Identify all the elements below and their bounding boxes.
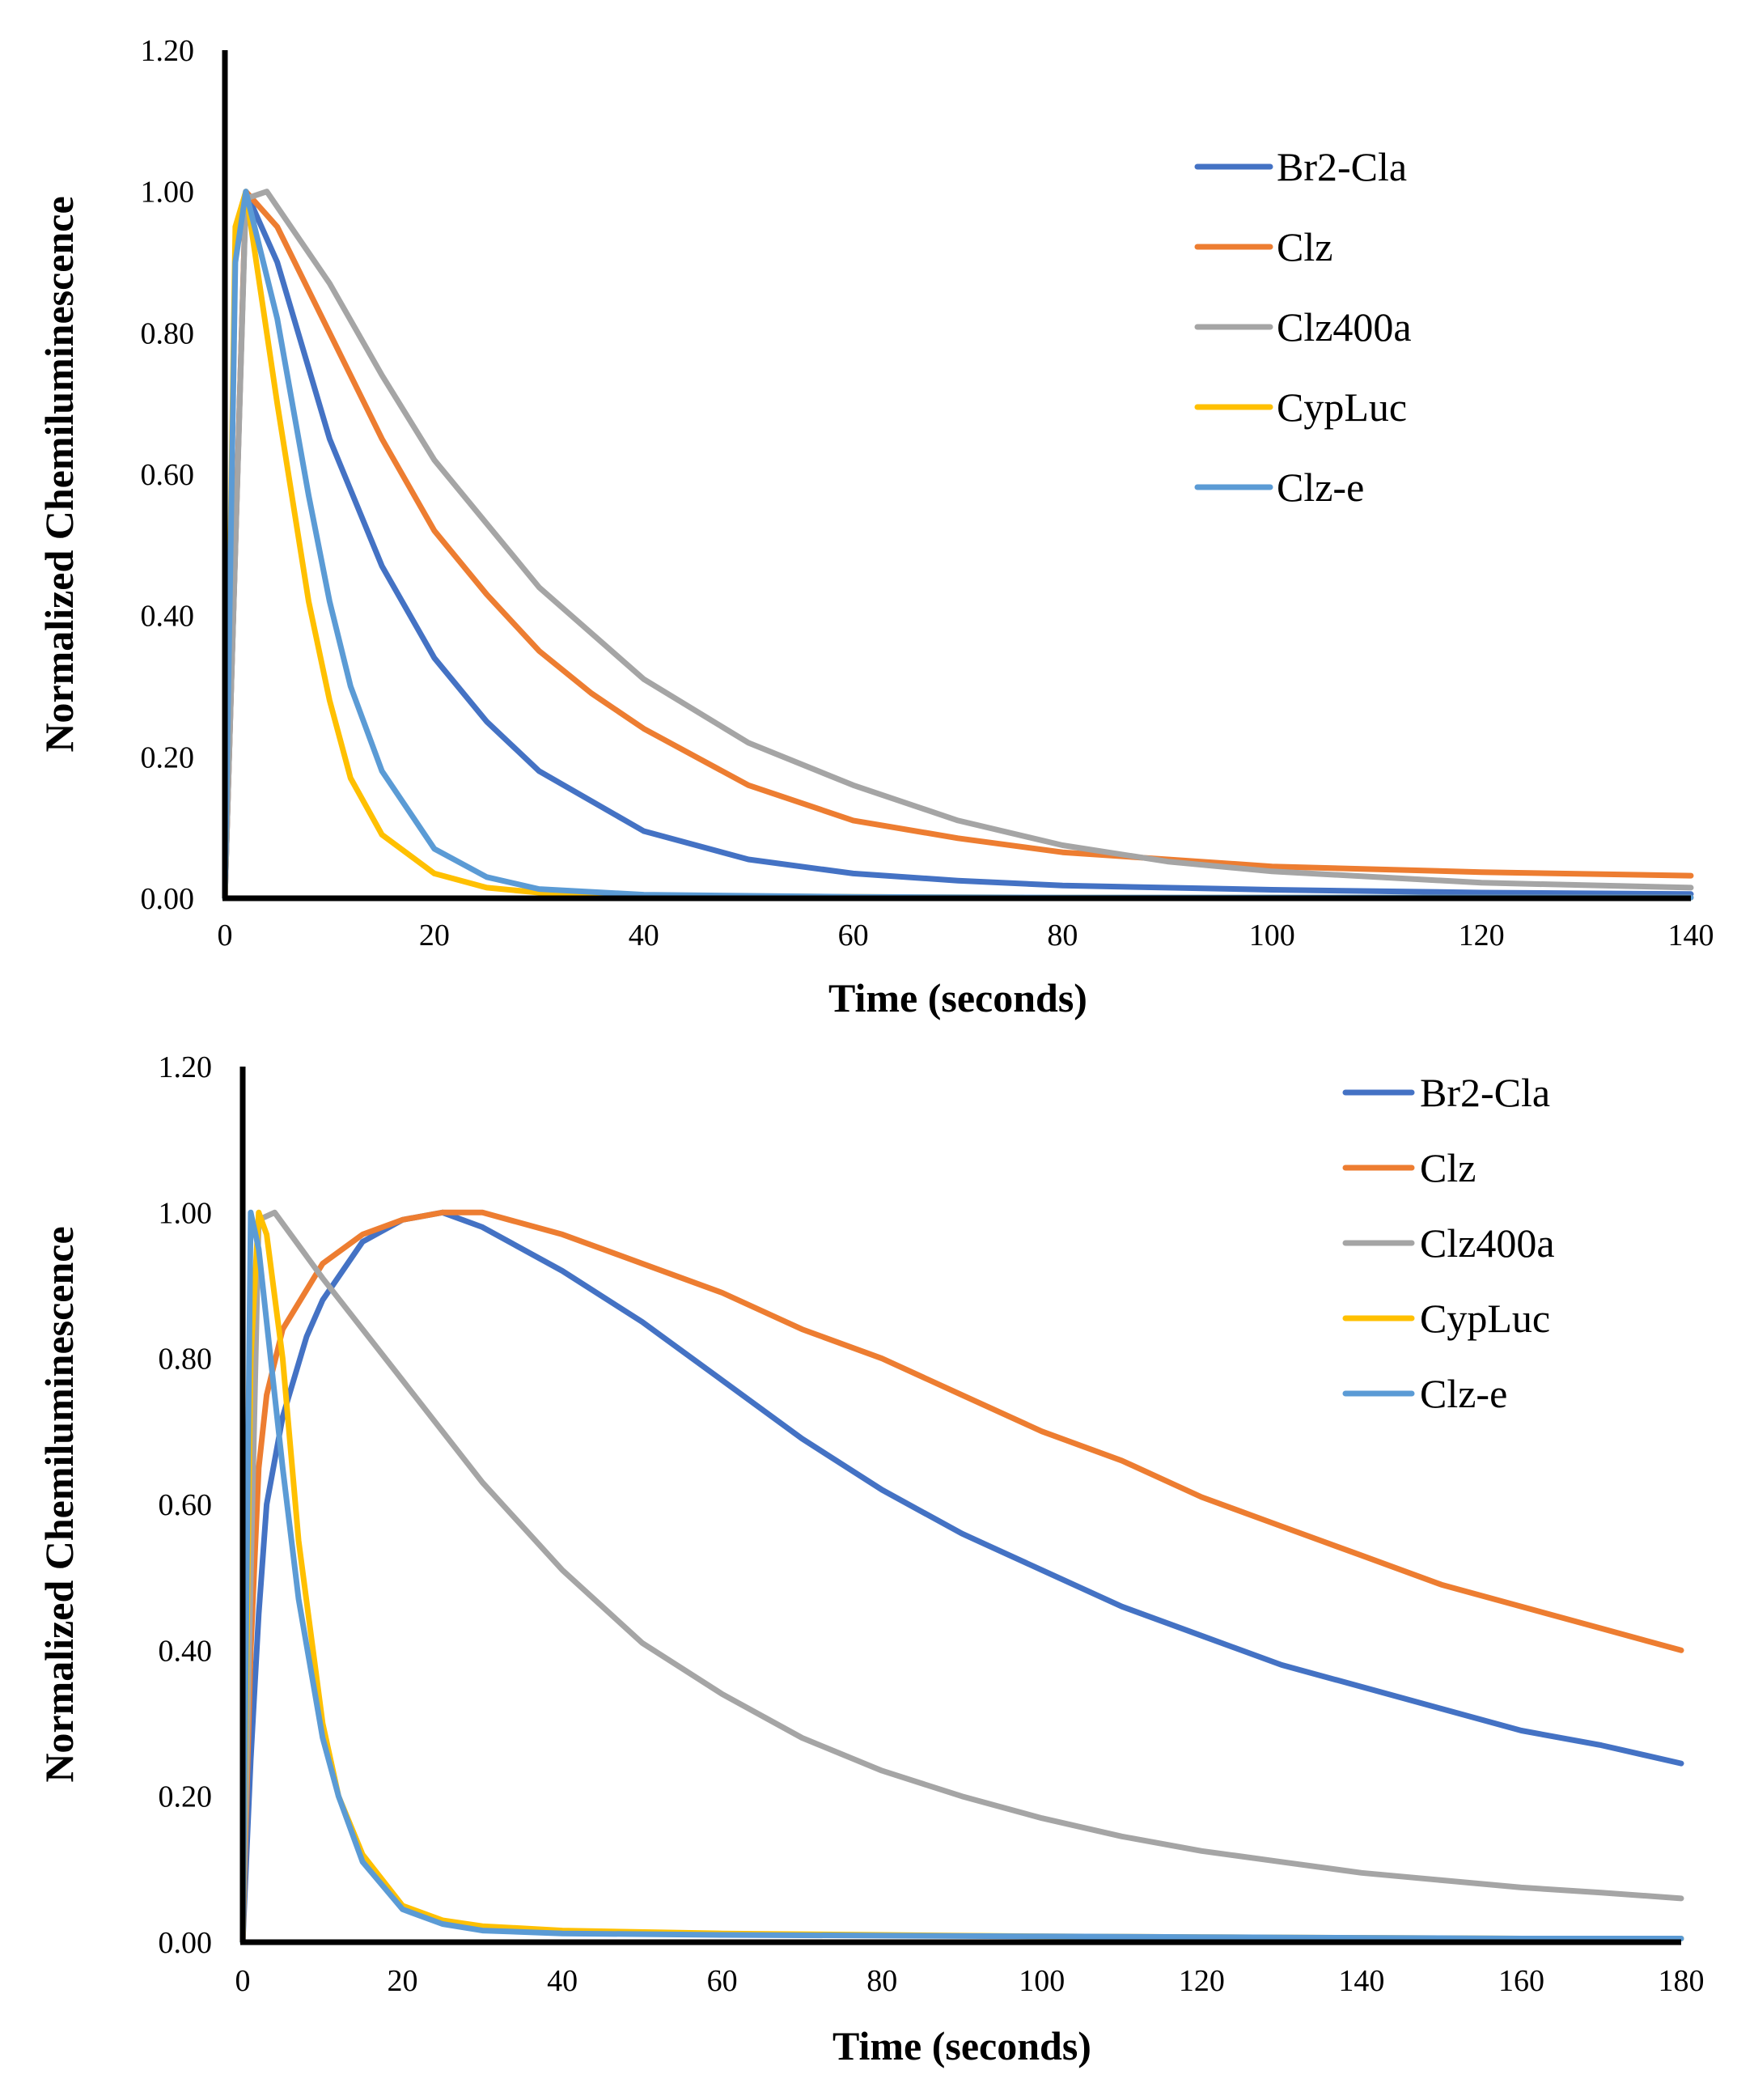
series-line-clz xyxy=(222,189,1694,902)
chart-bottom: 0.00 0.20 0.40 0.60 0.80 1.00 1.20 0 20 40 60 80 100… xyxy=(36,1050,1705,2068)
x-tick-label: 80 xyxy=(1047,918,1078,952)
y-axis-title: Normalized Chemiluminescence xyxy=(36,1226,82,1782)
legend-label: Clz400a xyxy=(1420,1220,1555,1266)
y-axis-title: Normalized Chemiluminescence xyxy=(36,196,82,752)
legend-label: CypLuc xyxy=(1420,1296,1550,1341)
legend-label: Br2-Cla xyxy=(1277,144,1407,189)
legend-label: Clz xyxy=(1277,224,1332,269)
chart-top: 0.00 0.20 0.40 0.60 0.80 1.00 1.20 0 20 40 60 80 100… xyxy=(36,34,1714,1020)
legend: Br2-Cla Clz Clz400a CypLuc Clz-e xyxy=(1342,1070,1555,1416)
y-tick-label: 0.40 xyxy=(141,600,195,634)
x-tick-label: 60 xyxy=(838,918,869,952)
legend-label: Clz400a xyxy=(1277,304,1412,350)
y-tick-label: 1.20 xyxy=(159,1050,213,1084)
y-tick-label: 1.00 xyxy=(141,176,195,210)
x-tick-label: 20 xyxy=(419,918,450,952)
series-line-clz400a xyxy=(239,1209,1684,1945)
series-line-clz xyxy=(239,1209,1684,1945)
y-tick-label: 0.20 xyxy=(159,1780,213,1814)
y-tick-label: 0.00 xyxy=(141,882,195,916)
x-tick-label: 60 xyxy=(707,1964,738,1998)
legend-label: CypLuc xyxy=(1277,384,1407,430)
x-axis-title: Time (seconds) xyxy=(832,2023,1091,2068)
y-tick-label: 0.80 xyxy=(159,1343,213,1377)
x-tick-label: 40 xyxy=(629,918,659,952)
x-tick-label: 140 xyxy=(1338,1964,1384,1998)
y-tick-label: 0.60 xyxy=(159,1488,213,1522)
x-tick-label: 100 xyxy=(1249,918,1295,952)
y-tick-label: 1.20 xyxy=(141,34,195,68)
x-tick-label: 100 xyxy=(1019,1964,1065,1998)
legend-label: Clz xyxy=(1420,1145,1476,1190)
y-tick-label: 0.40 xyxy=(159,1634,213,1668)
legend: Br2-Cla Clz Clz400a CypLuc Clz-e xyxy=(1194,144,1412,510)
x-tick-label: 40 xyxy=(547,1964,578,1998)
x-tick-label: 160 xyxy=(1498,1964,1544,1998)
x-tick-label: 180 xyxy=(1659,1964,1705,1998)
x-tick-label: 0 xyxy=(218,918,233,952)
series-line-clz400a xyxy=(222,189,1694,902)
legend-label: Br2-Cla xyxy=(1420,1070,1550,1115)
legend-label: Clz-e xyxy=(1277,465,1364,510)
x-tick-label: 120 xyxy=(1179,1964,1225,1998)
y-tick-label: 0.20 xyxy=(141,740,195,774)
x-tick-label: 120 xyxy=(1459,918,1505,952)
y-tick-label: 0.00 xyxy=(159,1926,213,1960)
x-tick-label: 140 xyxy=(1668,918,1714,952)
legend-label: Clz-e xyxy=(1420,1371,1507,1416)
y-tick-label: 0.60 xyxy=(141,458,195,492)
series-line-clz-e xyxy=(239,1209,1684,1945)
x-axis-title: Time (seconds) xyxy=(828,975,1087,1020)
y-tick-label: 0.80 xyxy=(141,316,195,350)
x-tick-label: 80 xyxy=(866,1964,897,1998)
x-tick-label: 20 xyxy=(388,1964,418,1998)
x-tick-label: 0 xyxy=(235,1964,251,1998)
series-line-br2-cla xyxy=(222,189,1694,902)
y-tick-label: 1.00 xyxy=(159,1196,213,1230)
